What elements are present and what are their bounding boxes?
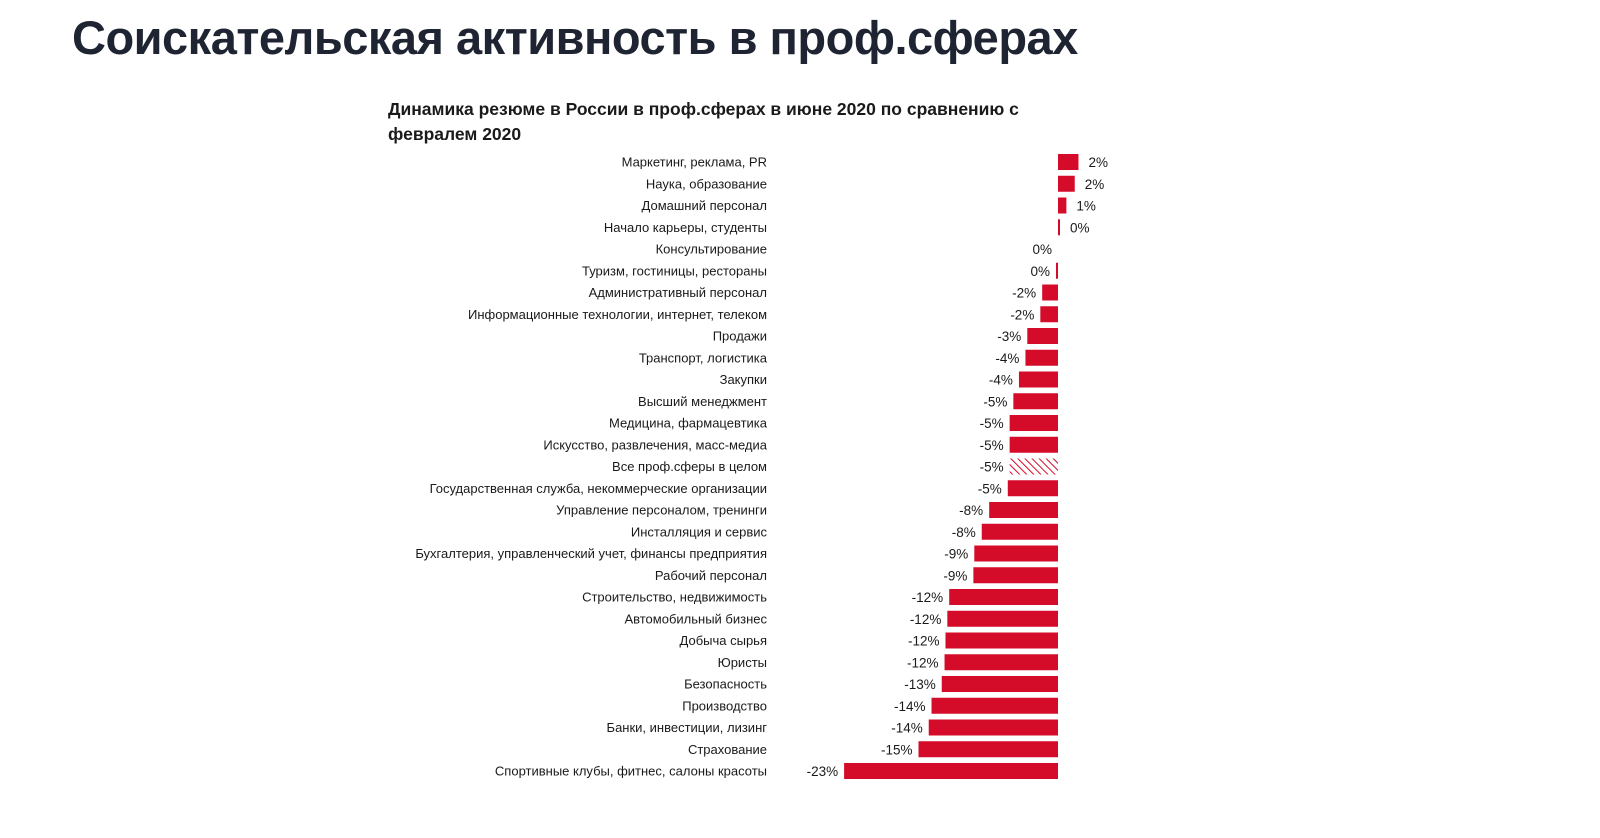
value-label: -12%: [912, 590, 944, 605]
bar: [1009, 415, 1058, 431]
category-label: Производство: [682, 698, 767, 713]
category-label: Маркетинг, реклама, PR: [622, 155, 767, 170]
category-label: Страхование: [688, 742, 767, 757]
chart-title: Динамика резюме в России в проф.сферах в…: [388, 99, 1019, 144]
bar: [1013, 393, 1058, 410]
category-label: Туризм, гостиницы, рестораны: [582, 263, 767, 278]
category-label: Инсталляция и сервис: [631, 524, 768, 539]
bar: [1058, 219, 1060, 236]
value-label: -8%: [952, 525, 976, 540]
category-label: Закупки: [720, 372, 767, 387]
bar: [1056, 262, 1058, 279]
bar: [941, 676, 1058, 692]
bar: [949, 589, 1058, 605]
bar: [1007, 480, 1058, 497]
value-label: 0%: [1070, 220, 1090, 235]
value-label: -5%: [980, 416, 1004, 431]
bar: [1058, 197, 1067, 214]
bar: [1009, 436, 1058, 453]
bar-total: [1009, 458, 1058, 475]
value-label: 0%: [1030, 264, 1050, 279]
category-label: Наука, образование: [646, 176, 767, 191]
bar: [1058, 175, 1075, 192]
value-label: -5%: [980, 438, 1004, 453]
bar: [928, 719, 1058, 736]
category-label: Продажи: [713, 329, 767, 344]
bar: [1058, 154, 1079, 170]
bar: [918, 741, 1058, 758]
bar: [931, 697, 1058, 714]
category-label: Спортивные клубы, фитнес, салоны красоты: [495, 764, 767, 779]
value-label: -13%: [904, 677, 936, 692]
category-label: Искусство, развлечения, масс-медиа: [543, 437, 767, 452]
category-label: Консультирование: [656, 242, 767, 257]
value-label: -2%: [1010, 307, 1034, 322]
category-label: Безопасность: [684, 677, 767, 692]
category-label: Начало карьеры, студенты: [604, 220, 767, 235]
category-label: Управление персоналом, тренинги: [556, 503, 767, 518]
value-label: -8%: [959, 503, 983, 518]
category-label: Рабочий персонал: [655, 568, 767, 583]
category-label: Банки, инвестиции, лизинг: [607, 720, 768, 735]
bar: [974, 545, 1058, 562]
category-label: Административный персонал: [589, 285, 767, 300]
category-label: Высший менеджмент: [638, 394, 767, 409]
value-label: -5%: [983, 394, 1007, 409]
value-label: 1%: [1076, 199, 1096, 214]
value-label: -9%: [944, 547, 968, 562]
value-label: -15%: [881, 742, 913, 757]
value-label: 0%: [1032, 242, 1052, 257]
bar: [973, 567, 1058, 584]
value-label: -14%: [891, 721, 923, 736]
category-label: Все проф.сферы в целом: [612, 459, 767, 474]
bar: [944, 654, 1058, 671]
value-label: 2%: [1088, 155, 1108, 170]
category-label: Строительство, недвижимость: [582, 590, 767, 605]
value-label: -12%: [908, 634, 940, 649]
value-label: -4%: [995, 351, 1019, 366]
bar: [1027, 328, 1058, 344]
bar: [1042, 284, 1058, 301]
bar: [989, 502, 1058, 518]
value-label: -23%: [807, 764, 839, 779]
value-label: -3%: [997, 329, 1021, 344]
category-label: Домашний персонал: [642, 198, 767, 213]
value-label: 2%: [1085, 177, 1105, 192]
category-label: Государственная служба, некоммерческие о…: [430, 481, 767, 496]
category-label: Юристы: [718, 655, 767, 670]
bar: [1025, 349, 1058, 366]
category-label: Информационные технологии, интернет, тел…: [468, 307, 767, 322]
value-label: -12%: [910, 612, 942, 627]
category-label: Медицина, фармацевтика: [609, 416, 768, 431]
bar: [844, 763, 1058, 779]
value-label: -14%: [894, 699, 926, 714]
bar: [981, 523, 1058, 540]
bar: [1018, 371, 1058, 388]
bar: [945, 632, 1058, 649]
value-label: -5%: [978, 481, 1002, 496]
category-label: Транспорт, логистика: [639, 350, 768, 365]
value-label: -5%: [980, 460, 1004, 475]
bar: [947, 610, 1058, 627]
page-title: Соискательская активность в проф.сферах: [72, 11, 1078, 64]
category-label: Добыча сырья: [680, 633, 767, 648]
value-label: -12%: [907, 655, 939, 670]
bar: [1040, 306, 1058, 323]
value-label: -2%: [1012, 286, 1036, 301]
value-label: -4%: [989, 373, 1013, 388]
value-label: -9%: [943, 568, 967, 583]
category-label: Бухгалтерия, управленческий учет, финанс…: [415, 546, 767, 561]
category-label: Автомобильный бизнес: [624, 611, 767, 626]
